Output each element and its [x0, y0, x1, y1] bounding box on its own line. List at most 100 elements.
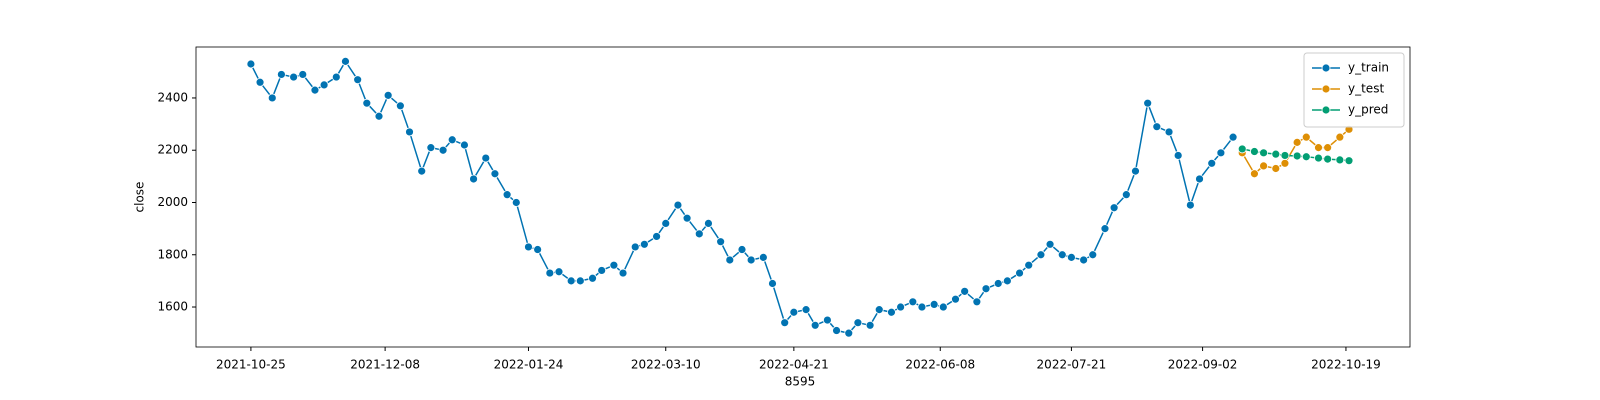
marker	[1100, 224, 1110, 234]
marker	[460, 140, 469, 150]
legend-marker	[1321, 63, 1331, 73]
marker	[1088, 250, 1098, 260]
y-tick-label: 1600	[157, 300, 188, 314]
marker	[1143, 98, 1153, 108]
marker	[298, 70, 308, 79]
marker	[1344, 156, 1354, 166]
marker	[758, 252, 768, 262]
marker	[395, 101, 405, 111]
marker	[511, 198, 521, 207]
marker	[694, 229, 704, 239]
marker	[1259, 148, 1268, 158]
marker	[1314, 153, 1323, 163]
legend-marker	[1321, 84, 1331, 94]
marker	[566, 276, 576, 286]
marker	[1292, 137, 1302, 147]
marker	[1323, 143, 1333, 153]
x-tick-label: 2022-10-19	[1311, 358, 1381, 372]
marker	[1036, 250, 1046, 260]
marker	[1250, 147, 1259, 156]
marker	[255, 77, 265, 87]
marker	[341, 56, 350, 66]
x-axis-label: 8595	[785, 375, 816, 389]
marker	[673, 200, 683, 210]
marker	[1250, 169, 1259, 179]
marker	[447, 135, 457, 145]
y-tick-label: 2000	[157, 195, 188, 209]
marker	[524, 242, 533, 252]
marker	[1323, 154, 1333, 164]
marker	[277, 70, 286, 79]
x-tick-label: 2021-10-25	[216, 358, 286, 372]
marker	[426, 143, 436, 153]
marker	[1301, 152, 1311, 162]
marker	[1237, 144, 1247, 154]
marker	[438, 145, 448, 155]
marker	[481, 153, 491, 163]
marker	[917, 302, 927, 312]
marker	[832, 326, 841, 335]
marker	[972, 297, 982, 307]
marker	[810, 320, 820, 330]
y-tick-label: 2400	[157, 90, 188, 104]
marker	[331, 72, 341, 82]
marker	[267, 93, 277, 103]
marker	[554, 267, 564, 277]
marker	[746, 255, 756, 265]
marker	[823, 315, 832, 325]
x-tick-label: 2022-03-10	[631, 358, 701, 372]
marker	[1131, 166, 1140, 176]
marker	[362, 98, 372, 108]
marker	[1280, 151, 1290, 160]
y-tick-label: 1800	[157, 247, 188, 261]
marker	[374, 111, 384, 121]
marker	[545, 268, 555, 278]
marker	[1314, 143, 1323, 153]
marker	[981, 284, 991, 294]
marker	[1152, 122, 1162, 132]
marker	[319, 80, 329, 90]
marker	[887, 307, 896, 317]
marker	[1173, 151, 1183, 160]
marker	[908, 297, 918, 307]
marker	[938, 302, 948, 312]
marker	[801, 305, 811, 315]
marker	[630, 242, 640, 252]
marker	[780, 318, 790, 328]
marker	[1002, 276, 1012, 286]
axes-frame	[195, 46, 1411, 348]
marker	[993, 279, 1003, 288]
marker	[960, 286, 970, 296]
marker	[737, 245, 747, 254]
marker	[1259, 161, 1268, 171]
marker	[597, 266, 607, 275]
marker	[289, 72, 299, 82]
marker	[310, 85, 320, 95]
marker	[639, 239, 649, 249]
marker	[353, 75, 363, 85]
marker	[1335, 155, 1345, 165]
marker	[1185, 200, 1195, 210]
marker	[1045, 239, 1055, 249]
marker	[1207, 158, 1217, 168]
y-axis-label: close	[133, 182, 147, 213]
marker	[1195, 174, 1204, 184]
marker	[1280, 158, 1290, 168]
marker	[533, 245, 543, 254]
marker	[682, 213, 692, 223]
marker	[1121, 190, 1131, 200]
marker	[874, 305, 884, 315]
marker	[865, 320, 875, 330]
marker	[490, 169, 500, 179]
marker	[1228, 132, 1238, 142]
marker	[1067, 252, 1076, 262]
x-tick-label: 2021-12-08	[350, 358, 420, 372]
marker	[1301, 132, 1311, 142]
marker	[725, 255, 735, 265]
x-tick-label: 2022-09-02	[1168, 358, 1238, 372]
marker	[1164, 127, 1174, 137]
marker	[844, 328, 854, 338]
x-tick-label: 2022-06-08	[905, 358, 975, 372]
marker	[1109, 203, 1119, 213]
